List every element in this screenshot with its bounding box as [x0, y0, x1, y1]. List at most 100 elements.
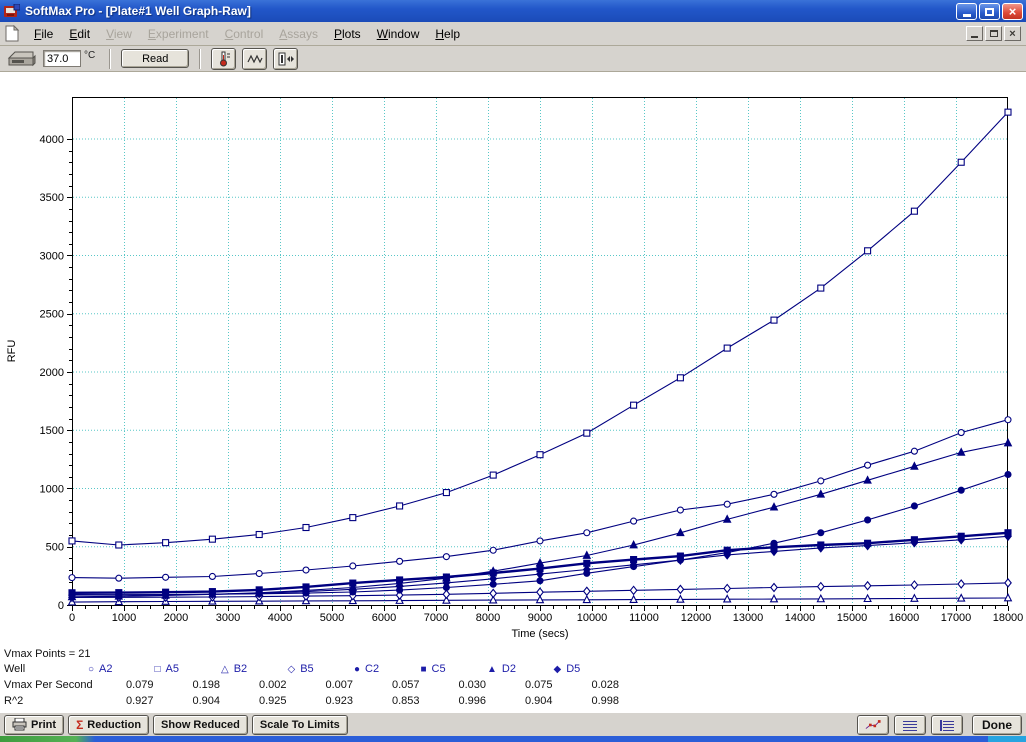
vmax-row: Vmax Per Second 0.0790.1980.0020.0070.05…: [0, 679, 1026, 693]
done-button[interactable]: Done: [972, 715, 1022, 735]
r2-value-C2: 0.853: [392, 695, 420, 707]
square-open-icon: □: [155, 664, 161, 675]
read-button[interactable]: Read: [121, 49, 189, 68]
svg-text:Time (secs): Time (secs): [511, 628, 568, 640]
child-minimize-icon: [971, 36, 978, 38]
vmax-value-B2: 0.002: [259, 679, 287, 691]
show-reduced-button[interactable]: Show Reduced: [153, 715, 248, 735]
r2-row: R^2 0.927 0.904 0.925 0.923 0.853 0.996 0.904 0…: [0, 695, 1026, 709]
vmax-value-B5: 0.007: [326, 679, 354, 691]
svg-text:18000: 18000: [993, 612, 1024, 624]
printer-icon: [12, 718, 27, 731]
svg-text:2500: 2500: [40, 309, 64, 321]
svg-text:0: 0: [69, 612, 75, 624]
triangle-filled-icon: ▲: [487, 664, 497, 675]
toolbar-separator: [109, 49, 111, 69]
minimize-button[interactable]: [956, 3, 977, 20]
svg-text:17000: 17000: [941, 612, 972, 624]
well-graph-area: 0100020003000400050006000700080009000100…: [0, 72, 1026, 712]
menu-item-control: Control: [217, 24, 272, 44]
legend-A2: ○A2: [88, 663, 113, 675]
grid-view-button[interactable]: [894, 715, 926, 735]
diamond-open-icon: ◇: [288, 664, 296, 675]
svg-text:14000: 14000: [785, 612, 816, 624]
vmax-value-D2: 0.075: [525, 679, 553, 691]
document-icon[interactable]: [5, 25, 20, 42]
table-view-button[interactable]: [931, 715, 963, 735]
column-settings-button[interactable]: [273, 48, 298, 70]
child-restore-button[interactable]: [985, 26, 1002, 41]
dots-grid-icon: [902, 719, 918, 731]
restore-button[interactable]: [979, 3, 1000, 20]
legend-B2: △ B2: [221, 663, 247, 675]
kinetics-button[interactable]: [242, 48, 267, 70]
temperature-input[interactable]: [43, 50, 81, 67]
r2-value-A5: 0.904: [193, 695, 221, 707]
scale-to-limits-button[interactable]: Scale To Limits: [252, 715, 348, 735]
menu-item-file[interactable]: File: [26, 24, 61, 44]
thermometer-button[interactable]: [211, 48, 236, 70]
reduction-button[interactable]: Σ Reduction: [68, 715, 149, 735]
child-close-button[interactable]: ×: [1004, 26, 1021, 41]
svg-text:5000: 5000: [320, 612, 344, 624]
legend-B5: ◇B5: [288, 663, 314, 675]
well-name: A2: [99, 663, 112, 675]
table-grid-icon: [939, 719, 955, 731]
close-icon: ×: [1009, 5, 1017, 18]
minimize-icon: [963, 14, 971, 17]
r2-value-B2: 0.925: [259, 695, 287, 707]
vmax-points-label: Vmax Points = 21: [4, 648, 91, 660]
vmax-value-A2: 0.079: [126, 679, 154, 691]
start-button-edge[interactable]: [0, 736, 95, 742]
title-bar: SoftMax Pro - [Plate#1 Well Graph-Raw] ×: [0, 0, 1026, 22]
triangle-open-icon: △: [221, 664, 229, 675]
well-name: D2: [502, 663, 516, 675]
r2-value-C5: 0.996: [459, 695, 487, 707]
r2-value-D5: 0.998: [592, 695, 620, 707]
svg-text:1500: 1500: [40, 425, 64, 437]
vmax-value-A5: 0.198: [193, 679, 221, 691]
svg-text:6000: 6000: [372, 612, 396, 624]
r2-value-B5: 0.923: [326, 695, 354, 707]
square-filled-icon: ■: [421, 664, 427, 675]
menu-item-plots[interactable]: Plots: [326, 24, 369, 44]
well-name: B2: [234, 663, 247, 675]
app-icon: [4, 4, 20, 19]
svg-text:0: 0: [58, 600, 64, 612]
menu-item-experiment: Experiment: [140, 24, 217, 44]
svg-text:2000: 2000: [40, 367, 64, 379]
svg-text:4000: 4000: [268, 612, 292, 624]
svg-text:8000: 8000: [476, 612, 500, 624]
well-name: A5: [166, 663, 179, 675]
close-button[interactable]: ×: [1002, 3, 1023, 20]
svg-text:15000: 15000: [837, 612, 868, 624]
print-button[interactable]: Print: [4, 715, 64, 735]
taskbar-edge: [0, 736, 1026, 742]
menu-item-edit[interactable]: Edit: [61, 24, 98, 44]
svg-text:9000: 9000: [528, 612, 552, 624]
vmax-points-line: Vmax Points = 21: [0, 648, 1026, 662]
well-name: C5: [432, 663, 446, 675]
kinetic-plot: 0100020003000400050006000700080009000100…: [0, 72, 1026, 648]
graph-tool-button[interactable]: [857, 715, 889, 735]
well-legend-row: Well ○A2□A5△B2◇B5●C2■C5▲D2◆D5: [0, 663, 1026, 677]
child-minimize-button[interactable]: [966, 26, 983, 41]
sigma-icon: Σ: [76, 718, 83, 732]
print-label: Print: [31, 719, 56, 731]
r2-value-D2: 0.904: [525, 695, 553, 707]
circle-filled-icon: ●: [354, 664, 360, 675]
svg-text:7000: 7000: [424, 612, 448, 624]
menu-item-help[interactable]: Help: [427, 24, 468, 44]
r2-value-A2: 0.927: [126, 695, 154, 707]
child-restore-icon: [990, 30, 998, 37]
show-reduced-label: Show Reduced: [161, 719, 240, 731]
svg-text:RFU: RFU: [6, 340, 18, 363]
legend-C2: ●C2: [354, 663, 379, 675]
svg-text:16000: 16000: [889, 612, 920, 624]
r2-row-label: R^2: [4, 695, 23, 707]
reduction-label: Reduction: [87, 719, 141, 731]
plate-reader-icon: [7, 50, 37, 68]
menu-item-view: View: [98, 24, 140, 44]
menu-item-window[interactable]: Window: [369, 24, 428, 44]
thermometer-icon: [217, 51, 231, 67]
